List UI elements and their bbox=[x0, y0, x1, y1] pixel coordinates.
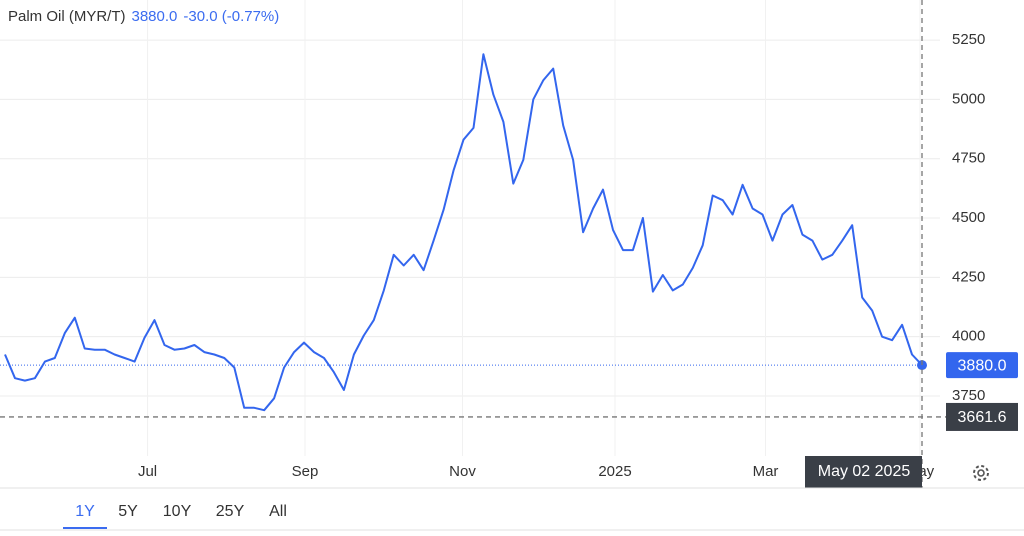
range-button[interactable]: All bbox=[269, 503, 287, 520]
x-tick-label: Nov bbox=[449, 463, 476, 480]
x-tick-label: 2025 bbox=[598, 463, 631, 480]
header: Palm Oil (MYR/T) 3880.0 -30.0 (-0.77%) bbox=[8, 8, 285, 25]
price-line bbox=[4, 53, 923, 412]
y-tick-label: 4250 bbox=[952, 268, 985, 285]
x-tick-label: Mar bbox=[753, 463, 779, 480]
crosshair-date-label: May 02 2025 bbox=[818, 463, 911, 480]
range-button[interactable]: 5Y bbox=[118, 503, 138, 520]
range-button[interactable]: 1Y bbox=[75, 503, 95, 520]
y-tick-label: 4000 bbox=[952, 328, 985, 345]
y-tick-label: 5250 bbox=[952, 31, 985, 48]
y-tick-label: 5000 bbox=[952, 90, 985, 107]
last-price-tag bbox=[946, 352, 1018, 379]
price-change: -30.0 (-0.77%) bbox=[183, 8, 280, 25]
y-tick-label: 3750 bbox=[952, 387, 985, 404]
y-tick-label: 4750 bbox=[952, 150, 985, 167]
instrument-name: Palm Oil (MYR/T) bbox=[8, 8, 126, 25]
settings-icon[interactable] bbox=[973, 465, 989, 481]
last-price: 3880.0 bbox=[131, 8, 178, 25]
last-point bbox=[917, 360, 927, 371]
y-tick-label: 4500 bbox=[952, 209, 985, 226]
crosshair-date-tag bbox=[805, 456, 922, 488]
x-tick-label: Sep bbox=[292, 463, 319, 480]
range-button[interactable]: 10Y bbox=[163, 503, 192, 520]
range-button[interactable]: 25Y bbox=[216, 503, 245, 520]
last-price-tag-label: 3880.0 bbox=[958, 357, 1007, 374]
crosshair-y-tag bbox=[946, 402, 1018, 431]
x-tick-label: Jul bbox=[138, 463, 157, 480]
crosshair-y-label: 3661.6 bbox=[958, 409, 1007, 426]
